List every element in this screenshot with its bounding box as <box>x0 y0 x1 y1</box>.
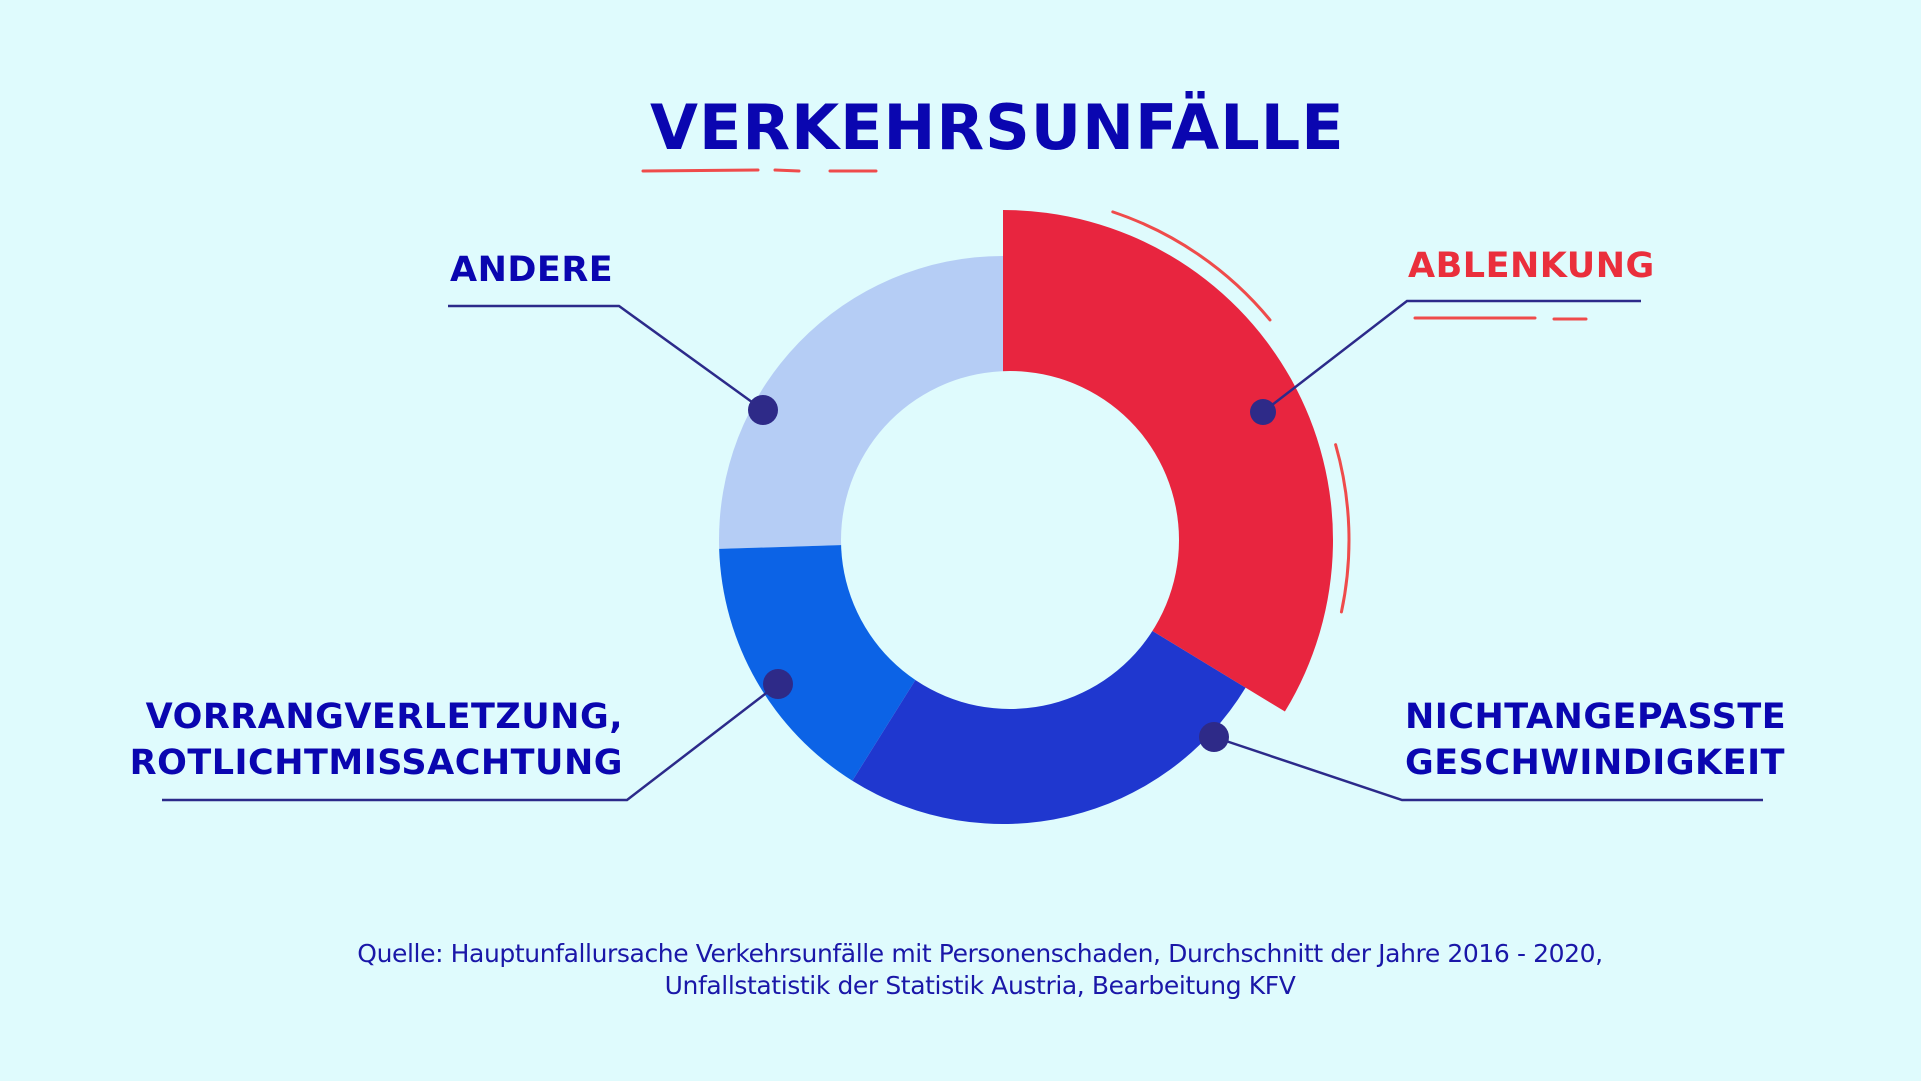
highlight-arc-decoration <box>1111 210 1351 614</box>
leader-line-geschwindigkeit <box>1213 735 1763 802</box>
leader-line-ablenkung <box>1262 299 1641 413</box>
label-geschwindigkeit-line1: NICHTANGEPASSTE <box>1405 697 1787 737</box>
donut-hole <box>841 371 1179 709</box>
dot-geschwindigkeit <box>1199 722 1229 752</box>
label-ablenkung: ABLENKUNG <box>1408 246 1655 286</box>
source-line-2: Unfallstatistik der Statistik Austria, B… <box>664 971 1296 1000</box>
label-geschwindigkeit-line2: GESCHWINDIGKEIT <box>1405 743 1785 783</box>
title-underline-decoration <box>641 168 878 173</box>
dot-andere <box>748 395 778 425</box>
ablenkung-underline-decoration <box>1413 316 1588 321</box>
leader-lines <box>162 299 1763 802</box>
label-vorrang-line1: VORRANGVERLETZUNG, <box>145 697 623 737</box>
label-vorrang-line2: ROTLICHTMISSACHTUNG <box>129 743 623 783</box>
chart-title: VERKEHRSUNFÄLLE <box>650 91 1345 164</box>
callout-dots <box>748 395 1276 752</box>
label-andere: ANDERE <box>450 250 614 290</box>
leader-line-vorrang <box>162 683 779 802</box>
source-line-1: Quelle: Hauptunfallursache Verkehrsunfäl… <box>357 939 1603 968</box>
source-note: Quelle: Hauptunfallursache Verkehrsunfäl… <box>300 938 1660 1002</box>
dot-vorrang <box>763 669 793 699</box>
leader-line-andere <box>448 304 764 412</box>
dot-ablenkung <box>1250 399 1276 425</box>
